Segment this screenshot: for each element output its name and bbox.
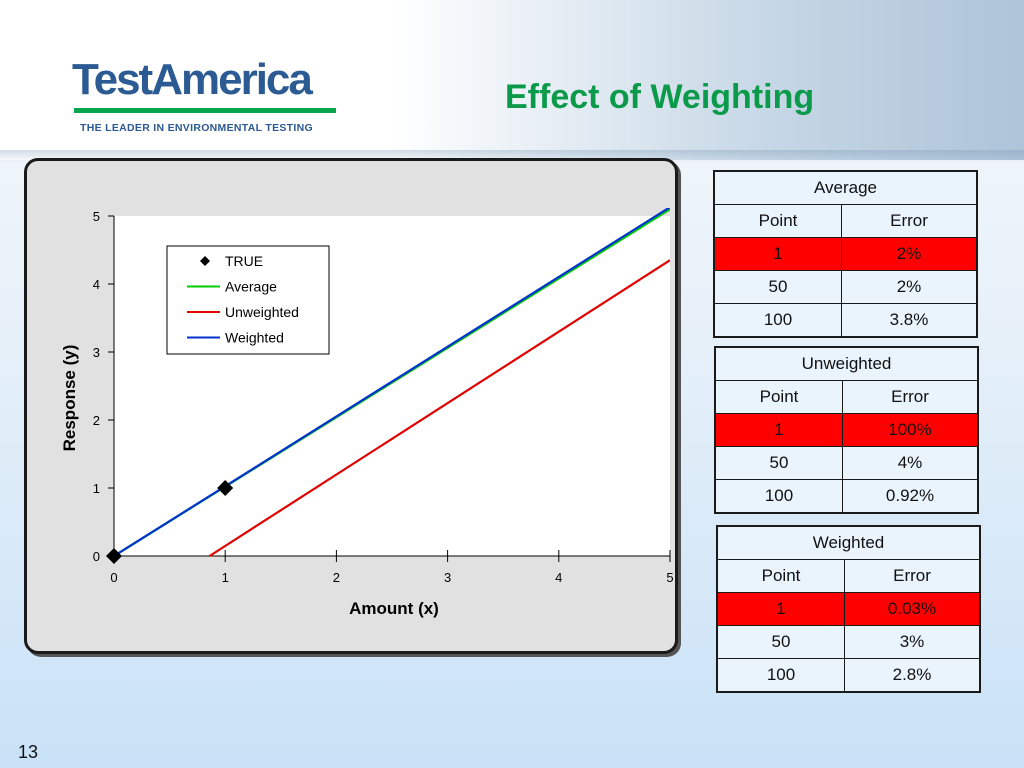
table-title: Average xyxy=(713,170,978,205)
x-tick-label: 4 xyxy=(555,570,562,585)
table-row: 100 2.8% xyxy=(716,658,981,693)
column-header-point: Point xyxy=(714,380,843,414)
x-tick-label: 2 xyxy=(333,570,340,585)
cell-point: 100 xyxy=(713,303,842,338)
column-header-point: Point xyxy=(716,559,845,593)
line-chart: 0 1 2 3 4 5 0 1 2 3 4 5 Amount (x) Response (y) TRUE Av… xyxy=(60,208,674,618)
x-tick-label: 1 xyxy=(222,570,229,585)
cell-point: 1 xyxy=(716,592,845,626)
cell-point: 50 xyxy=(716,625,845,659)
cell-error: 4% xyxy=(842,446,979,480)
table-row-highlighted: 1 2% xyxy=(713,237,978,271)
column-header-error: Error xyxy=(841,204,978,238)
table-row-highlighted: 1 100% xyxy=(714,413,979,447)
cell-error: 2% xyxy=(841,237,978,271)
data-point-true xyxy=(106,548,122,564)
x-tick-label: 3 xyxy=(444,570,451,585)
y-tick-label: 1 xyxy=(93,481,100,496)
chart-legend xyxy=(166,245,330,355)
column-header-error: Error xyxy=(844,559,981,593)
y-tick-label: 3 xyxy=(93,345,100,360)
series-line-unweighted xyxy=(209,259,670,557)
y-tick-label: 2 xyxy=(93,413,100,428)
cell-error: 3% xyxy=(844,625,981,659)
slide-number: 13 xyxy=(18,742,39,762)
cell-point: 100 xyxy=(716,658,845,693)
cell-point: 1 xyxy=(713,237,842,271)
y-tick-label: 5 xyxy=(93,209,100,224)
legend-marker xyxy=(200,256,210,266)
company-logo: TestAmerica THE LEADER IN ENVIRONMENTAL … xyxy=(72,55,336,134)
chart-frame: 0 1 2 3 4 5 0 1 2 3 4 5 Amount (x) Response (y) TRUE Av… xyxy=(24,158,678,654)
logo-underline xyxy=(74,108,336,113)
legend-label: Unweighted xyxy=(225,304,299,320)
legend-label: TRUE xyxy=(225,253,263,269)
header-band xyxy=(0,0,1024,160)
table-title: Unweighted xyxy=(714,346,979,381)
cell-error: 3.8% xyxy=(841,303,978,338)
cell-error: 2% xyxy=(841,270,978,304)
logo-tagline: THE LEADER IN ENVIRONMENTAL TESTING xyxy=(80,122,313,134)
y-tick-label: 4 xyxy=(93,277,100,292)
table-row-highlighted: 1 0.03% xyxy=(716,592,981,626)
cell-error: 0.92% xyxy=(842,479,979,514)
cell-error: 2.8% xyxy=(844,658,981,693)
cell-error: 0.03% xyxy=(844,592,981,626)
table-row: 50 2% xyxy=(713,270,978,304)
y-tick-label: 0 xyxy=(93,549,100,564)
cell-point: 1 xyxy=(714,413,843,447)
table-title: Weighted xyxy=(716,525,981,560)
column-header-point: Point xyxy=(713,204,842,238)
table-row: 100 3.8% xyxy=(713,303,978,338)
logo-wordmark: TestAmerica xyxy=(72,55,313,104)
x-tick-label: 5 xyxy=(666,570,673,585)
weighted-error-table: Weighted Point Error 1 0.03% 50 3% 100 2… xyxy=(716,525,981,693)
series-line-weighted xyxy=(114,208,670,557)
legend-label: Average xyxy=(225,279,277,295)
cell-point: 100 xyxy=(714,479,843,514)
cell-error: 100% xyxy=(842,413,979,447)
slide-title: Effect of Weighting xyxy=(505,78,815,116)
cell-point: 50 xyxy=(713,270,842,304)
average-error-table: Average Point Error 1 2% 50 2% 100 3.8% xyxy=(713,170,978,338)
y-axis-label: Response (y) xyxy=(60,345,79,452)
x-tick-label: 0 xyxy=(110,570,117,585)
unweighted-error-table: Unweighted Point Error 1 100% 50 4% 100 … xyxy=(714,346,979,514)
legend-label: Weighted xyxy=(225,330,284,346)
column-header-error: Error xyxy=(842,380,979,414)
table-row: 50 3% xyxy=(716,625,981,659)
cell-point: 50 xyxy=(714,446,843,480)
data-point-true xyxy=(217,480,234,496)
table-row: 50 4% xyxy=(714,446,979,480)
table-row: 100 0.92% xyxy=(714,479,979,514)
x-axis-label: Amount (x) xyxy=(349,599,439,618)
